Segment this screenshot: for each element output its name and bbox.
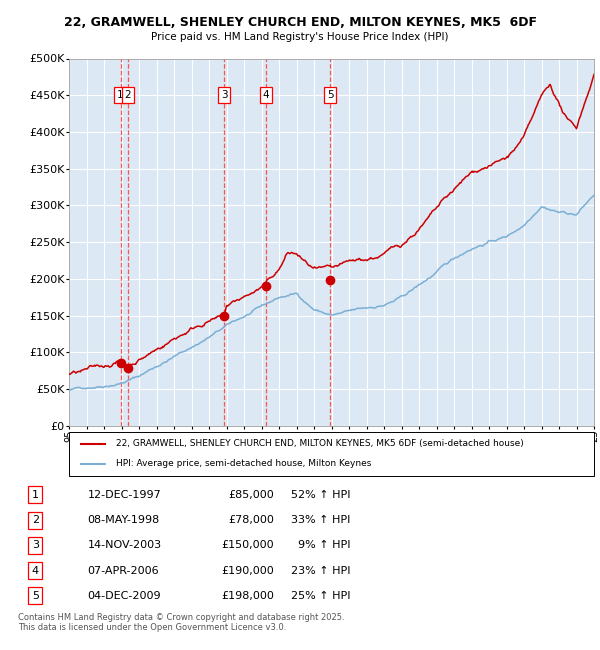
FancyBboxPatch shape	[69, 432, 594, 476]
Text: £78,000: £78,000	[228, 515, 274, 525]
Text: 4: 4	[32, 566, 39, 575]
Text: 33% ↑ HPI: 33% ↑ HPI	[292, 515, 351, 525]
Text: 22, GRAMWELL, SHENLEY CHURCH END, MILTON KEYNES, MK5 6DF (semi-detached house): 22, GRAMWELL, SHENLEY CHURCH END, MILTON…	[116, 439, 524, 448]
Text: 3: 3	[221, 90, 227, 100]
Text: 22, GRAMWELL, SHENLEY CHURCH END, MILTON KEYNES, MK5  6DF: 22, GRAMWELL, SHENLEY CHURCH END, MILTON…	[64, 16, 536, 29]
Text: 14-NOV-2003: 14-NOV-2003	[88, 540, 162, 551]
Text: 08-MAY-1998: 08-MAY-1998	[88, 515, 160, 525]
Text: 12-DEC-1997: 12-DEC-1997	[88, 490, 161, 500]
Text: 2: 2	[125, 90, 131, 100]
Text: £85,000: £85,000	[228, 490, 274, 500]
Text: 1: 1	[118, 90, 124, 100]
Text: HPI: Average price, semi-detached house, Milton Keynes: HPI: Average price, semi-detached house,…	[116, 460, 371, 469]
Text: £150,000: £150,000	[221, 540, 274, 551]
Text: Price paid vs. HM Land Registry's House Price Index (HPI): Price paid vs. HM Land Registry's House …	[151, 32, 449, 42]
Text: Contains HM Land Registry data © Crown copyright and database right 2025.
This d: Contains HM Land Registry data © Crown c…	[18, 613, 344, 632]
Text: £198,000: £198,000	[221, 591, 274, 601]
Text: 3: 3	[32, 540, 39, 551]
Text: 5: 5	[327, 90, 334, 100]
Text: 5: 5	[32, 591, 39, 601]
Text: 2: 2	[32, 515, 39, 525]
Text: 23% ↑ HPI: 23% ↑ HPI	[292, 566, 351, 575]
Text: 25% ↑ HPI: 25% ↑ HPI	[292, 591, 351, 601]
Text: 4: 4	[263, 90, 269, 100]
Text: 52% ↑ HPI: 52% ↑ HPI	[292, 490, 351, 500]
Text: 9% ↑ HPI: 9% ↑ HPI	[292, 540, 351, 551]
Text: 1: 1	[32, 490, 39, 500]
Text: 07-APR-2006: 07-APR-2006	[88, 566, 159, 575]
Text: 04-DEC-2009: 04-DEC-2009	[88, 591, 161, 601]
Text: £190,000: £190,000	[221, 566, 274, 575]
